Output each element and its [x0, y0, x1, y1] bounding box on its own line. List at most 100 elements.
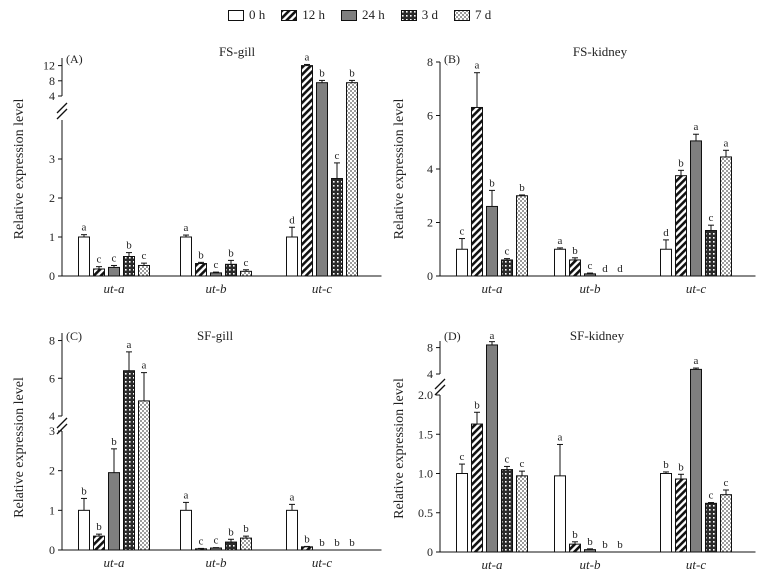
bar: [78, 236, 90, 277]
significance-letter: c: [520, 458, 525, 470]
bar: [138, 400, 150, 551]
bar: [690, 368, 702, 553]
significance-letter: c: [724, 477, 729, 489]
y-tick-label: 3: [49, 424, 55, 438]
legend-swatch-3d: [400, 9, 417, 21]
y-tick-label: 0: [427, 269, 433, 283]
y-tick-label: 4: [49, 89, 55, 103]
bar: [195, 263, 207, 277]
significance-letter: b: [617, 539, 623, 551]
significance-letter: b: [663, 459, 669, 471]
legend-swatch-12h: [281, 9, 298, 21]
y-tick-label: 1.5: [418, 427, 433, 441]
y-tick-label: 4: [49, 409, 55, 423]
bar: [516, 195, 528, 277]
significance-letter: a: [694, 355, 699, 367]
axis-break-mark: [56, 108, 68, 120]
significance-letter: b: [96, 521, 102, 533]
significance-letter: a: [724, 137, 729, 149]
bar: [584, 549, 596, 553]
legend-swatch-7d: [454, 9, 470, 21]
bar: [180, 509, 192, 551]
bar: [138, 264, 150, 277]
significance-letter: c: [709, 212, 714, 224]
legend-item-12h: 12 h: [281, 7, 325, 23]
significance-letter: b: [602, 539, 608, 551]
significance-letter: c: [214, 259, 219, 271]
bar: [690, 140, 702, 277]
significance-letter: b: [81, 485, 87, 497]
bar: [486, 344, 498, 553]
x-tick-label: ut-c: [686, 557, 706, 572]
axis-break-mark: [56, 423, 68, 435]
legend-label-3d: 3 d: [421, 7, 438, 22]
legend-swatch-24h: [341, 9, 357, 21]
significance-letter: a: [305, 51, 310, 63]
significance-letter: b: [678, 461, 684, 473]
bar: [93, 268, 105, 277]
panel-b: (B) FS-kidney Relative expression level 0 2 4…: [392, 44, 756, 296]
significance-letter: a: [558, 235, 563, 247]
y-tick-label: 0: [49, 543, 55, 557]
chart-title: FS-gill: [219, 44, 256, 59]
significance-letter: b: [334, 537, 340, 549]
significance-letter: c: [505, 453, 510, 465]
significance-letter: b: [319, 537, 325, 549]
bar: [346, 82, 358, 277]
bar: [301, 546, 313, 551]
legend-label-12h: 12 h: [302, 7, 325, 22]
significance-letter: c: [505, 246, 510, 258]
y-tick-label: 0.5: [418, 506, 433, 520]
y-tick-label: 8: [49, 334, 55, 348]
y-tick-label: 1: [49, 503, 55, 517]
bar: [516, 475, 528, 553]
y-tick-label: 8: [427, 55, 433, 69]
significance-letter: c: [244, 257, 249, 269]
significance-letter: b: [126, 240, 132, 252]
y-tick-label: 0: [49, 269, 55, 283]
significance-letter: b: [198, 249, 204, 261]
significance-letter: a: [184, 222, 189, 234]
x-tick-label: ut-b: [580, 281, 601, 296]
x-tick-label: ut-a: [482, 557, 503, 572]
bar: [108, 472, 120, 551]
bar: [501, 469, 513, 553]
x-tick-label: ut-b: [206, 281, 227, 296]
y-axis-label: Relative expression level: [392, 378, 407, 519]
y-tick-label: 1: [49, 230, 55, 244]
x-tick-label: ut-a: [482, 281, 503, 296]
bar: [584, 273, 596, 277]
significance-letter: b: [349, 537, 355, 549]
significance-letter: d: [289, 214, 295, 226]
significance-letter: a: [694, 121, 699, 133]
significance-letter: b: [228, 247, 234, 259]
bar: [660, 473, 672, 553]
significance-letter: a: [475, 60, 480, 72]
panel-c: (C) SF-gill Relative expression level 0 1 2 34…: [12, 328, 382, 570]
x-tick-label: ut-b: [580, 557, 601, 572]
bar: [301, 65, 313, 277]
legend-label-24h: 24 h: [362, 7, 385, 22]
significance-letter: c: [588, 260, 593, 272]
bar: [705, 230, 717, 277]
bar: [471, 106, 483, 277]
significance-letter: a: [142, 360, 147, 372]
significance-letter: a: [558, 431, 563, 443]
y-tick-label: 8: [427, 341, 433, 355]
bar: [225, 263, 237, 277]
y-tick-label: 0: [427, 545, 433, 559]
axis-break-mark: [56, 417, 68, 429]
significance-letter: b: [228, 526, 234, 538]
bar: [93, 535, 105, 551]
legend-item-24h: 24 h: [341, 7, 385, 23]
bar: [78, 509, 90, 551]
bar: [123, 370, 135, 551]
legend-label-7d: 7 d: [475, 7, 492, 22]
bar: [316, 82, 328, 277]
bar: [225, 541, 237, 551]
bar: [569, 543, 581, 553]
significance-letter: d: [602, 263, 608, 275]
panel-label: (D): [444, 329, 461, 343]
